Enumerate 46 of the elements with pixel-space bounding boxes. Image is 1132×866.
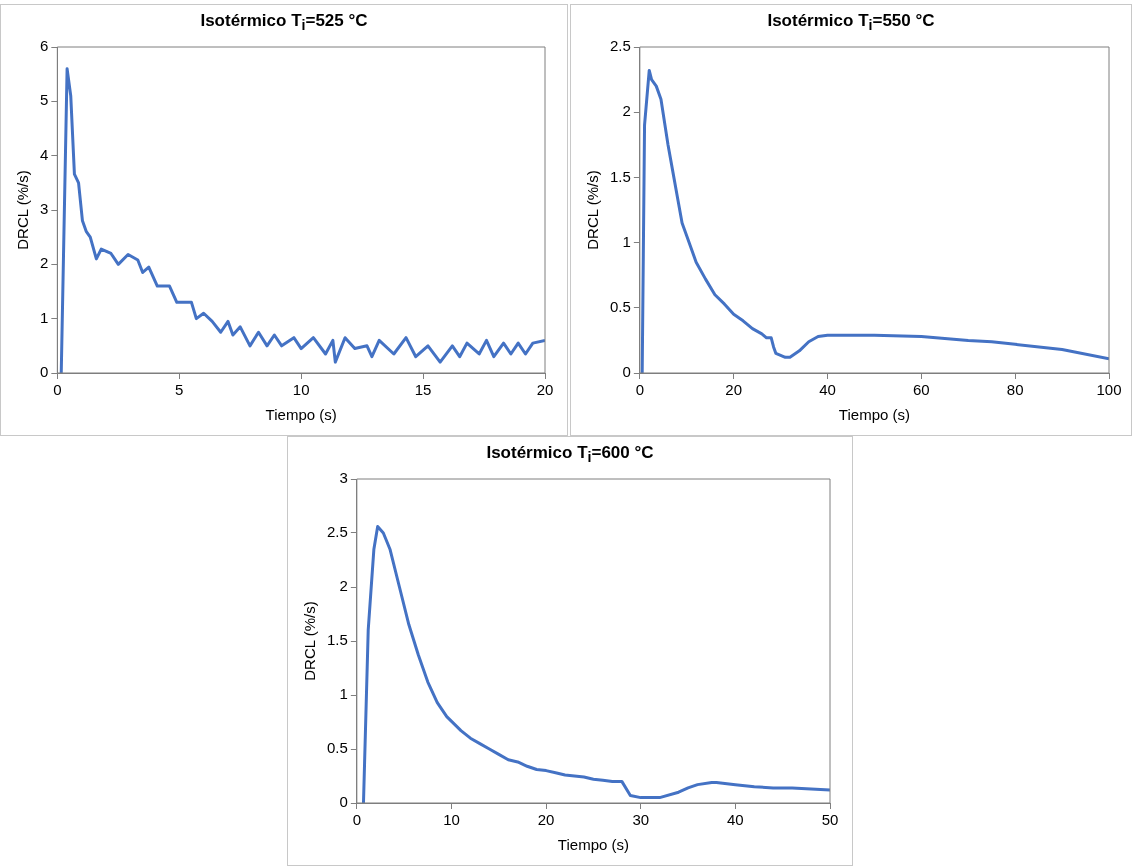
x-axis-title: Tiempo (s) <box>838 406 910 424</box>
y-tick-label: 1.5 <box>326 631 348 649</box>
y-tick-label: 1 <box>622 232 631 250</box>
y-tick-label: 3 <box>40 200 49 218</box>
x-tick-label: 10 <box>292 381 310 399</box>
x-tick-label: 15 <box>414 381 432 399</box>
y-axis-title: DRCL (%/s) <box>301 601 319 681</box>
x-tick-label: 100 <box>1096 381 1122 399</box>
chart-title: Isotérmico T$_{i}$=600 °C <box>485 443 655 466</box>
y-tick-label: 1 <box>40 308 49 326</box>
x-tick-label: 40 <box>819 381 836 399</box>
y-tick-label: 0 <box>40 363 49 381</box>
y-tick-label: 0.5 <box>609 297 631 315</box>
y-tick-label: 1 <box>339 685 348 703</box>
x-tick-label: 0 <box>635 381 645 399</box>
y-tick-label: 5 <box>40 91 49 109</box>
y-axis-title: DRCL (%/s) <box>584 170 602 250</box>
y-tick-label: 0.5 <box>326 739 348 757</box>
y-tick-label: 3 <box>339 469 348 487</box>
x-tick-label: 0 <box>53 381 62 399</box>
chart-title: Isotérmico T$_{i}$=525 °C <box>199 11 369 34</box>
y-tick-label: 2 <box>40 254 49 272</box>
y-tick-label: 2.5 <box>326 523 348 541</box>
x-tick-label: 10 <box>443 811 460 829</box>
y-tick-label: 1.5 <box>609 167 631 185</box>
x-tick-label: 5 <box>175 381 184 399</box>
x-tick-label: 20 <box>536 381 554 399</box>
x-tick-label: 30 <box>632 811 650 829</box>
x-tick-label: 0 <box>352 811 362 829</box>
x-tick-label: 60 <box>913 381 930 399</box>
x-axis-title: Tiempo (s) <box>557 836 629 854</box>
y-tick-label: 6 <box>40 37 49 55</box>
x-axis-title: Tiempo (s) <box>265 406 337 424</box>
chart-title: Isotérmico T$_{i}$=550 °C <box>766 11 936 34</box>
y-tick-label: 0 <box>622 363 631 381</box>
y-tick-label: 0 <box>339 793 348 811</box>
y-tick-label: 2 <box>339 577 348 595</box>
x-tick-label: 40 <box>727 811 744 829</box>
y-tick-label: 2.5 <box>609 37 631 55</box>
x-tick-label: 20 <box>537 811 555 829</box>
y-axis-title: DRCL (%/s) <box>14 170 32 250</box>
y-tick-label: 2 <box>622 102 631 120</box>
y-tick-label: 4 <box>40 145 49 163</box>
x-tick-label: 80 <box>1006 381 1024 399</box>
x-tick-label: 50 <box>821 811 839 829</box>
x-tick-label: 20 <box>725 381 743 399</box>
